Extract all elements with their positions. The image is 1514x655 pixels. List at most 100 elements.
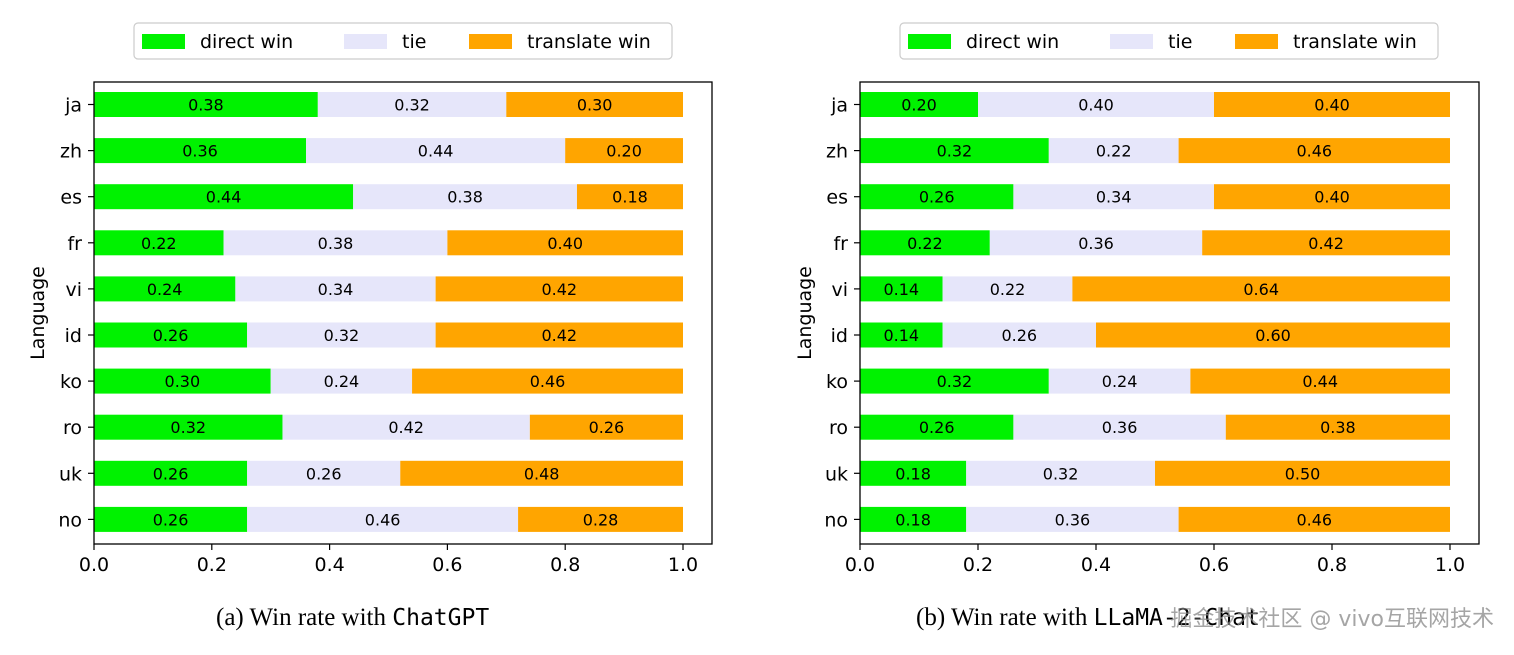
data-label-translate-uk: 0.50	[1285, 464, 1321, 483]
data-label-translate-uk: 0.48	[524, 464, 560, 483]
bar-translate-no	[518, 506, 683, 532]
data-label-tie-es: 0.38	[447, 188, 483, 207]
data-label-direct-vi: 0.14	[883, 280, 919, 299]
legend-label-translate: translate win	[527, 31, 651, 53]
bar-direct-id	[860, 322, 943, 348]
data-label-translate-id: 0.60	[1255, 326, 1291, 345]
data-label-tie-uk: 0.32	[1043, 464, 1079, 483]
data-label-direct-ko: 0.32	[937, 372, 973, 391]
data-label-translate-fr: 0.42	[1308, 234, 1344, 253]
legend-swatch-direct	[908, 34, 951, 49]
bar-direct-uk	[94, 460, 248, 486]
data-label-translate-es: 0.40	[1314, 188, 1350, 207]
data-label-direct-ko: 0.30	[165, 372, 201, 391]
data-label-tie-id: 0.26	[1001, 326, 1037, 345]
data-label-tie-vi: 0.34	[318, 280, 354, 299]
data-label-tie-ro: 0.36	[1102, 418, 1138, 437]
bar-tie-no	[966, 506, 1179, 532]
bar-translate-es	[576, 184, 683, 210]
caption-b: (b) Win rate with LLaMA-2-Chat	[916, 604, 1260, 632]
data-label-translate-ro: 0.26	[589, 418, 625, 437]
data-label-translate-ko: 0.44	[1302, 372, 1338, 391]
data-label-translate-zh: 0.46	[1296, 142, 1332, 161]
data-label-translate-fr: 0.40	[547, 234, 583, 253]
x-tick-label-1: 0.2	[963, 554, 993, 576]
y-axis-label: Language	[794, 266, 816, 360]
bar-translate-id	[1096, 322, 1450, 348]
data-label-direct-no: 0.26	[153, 510, 189, 529]
data-label-translate-no: 0.28	[583, 510, 619, 529]
bar-direct-es	[860, 184, 1014, 210]
data-label-tie-no: 0.46	[365, 510, 401, 529]
bar-direct-ko	[94, 368, 271, 394]
data-label-translate-zh: 0.20	[606, 142, 642, 161]
bar-translate-no	[1178, 506, 1450, 532]
legend-label-direct: direct win	[200, 31, 293, 53]
data-label-translate-ko: 0.46	[530, 372, 566, 391]
x-tick-label-3: 0.6	[1199, 554, 1229, 576]
x-tick-label-3: 0.6	[432, 554, 462, 576]
bar-tie-fr	[989, 230, 1203, 256]
bar-direct-ja	[860, 92, 978, 117]
y-tick-label-ko: ko	[60, 371, 82, 393]
y-tick-label-id: id	[65, 325, 82, 347]
data-label-direct-es: 0.44	[206, 188, 242, 207]
bar-tie-zh	[306, 138, 566, 164]
data-label-direct-vi: 0.24	[147, 280, 183, 299]
x-tick-label-5: 1.0	[668, 554, 698, 576]
data-label-direct-uk: 0.26	[153, 464, 189, 483]
data-label-direct-ja: 0.20	[901, 96, 937, 115]
x-tick-label-2: 0.4	[1081, 554, 1111, 576]
axes-frame	[93, 81, 713, 545]
bar-translate-vi	[1072, 276, 1450, 302]
data-label-direct-es: 0.26	[919, 188, 955, 207]
data-label-translate-es: 0.18	[612, 188, 648, 207]
bar-direct-fr	[94, 230, 224, 256]
data-label-translate-no: 0.46	[1296, 510, 1332, 529]
y-tick-label-fr: fr	[833, 233, 848, 255]
legend: direct win tie translate win	[133, 22, 673, 60]
data-label-tie-fr: 0.36	[1078, 234, 1114, 253]
bar-translate-ko	[412, 368, 683, 394]
bar-translate-fr	[447, 230, 683, 256]
data-label-direct-uk: 0.18	[895, 464, 931, 483]
caption-a-prefix: (a) Win rate with	[216, 604, 393, 631]
y-tick-label-ro: ro	[829, 417, 848, 439]
x-tick-label-5: 1.0	[1435, 554, 1465, 576]
x-tick-label-4: 0.8	[550, 554, 580, 576]
bar-translate-ro	[529, 414, 683, 440]
data-label-tie-ko: 0.24	[324, 372, 360, 391]
bar-tie-uk	[966, 460, 1155, 486]
legend-label-tie: tie	[402, 31, 426, 53]
legend: direct win tie translate win	[899, 22, 1439, 60]
bar-translate-id	[435, 322, 683, 348]
bar-direct-zh	[860, 138, 1049, 164]
data-label-tie-uk: 0.26	[306, 464, 342, 483]
y-tick-label-es: es	[826, 187, 848, 209]
data-label-direct-zh: 0.32	[937, 142, 973, 161]
bar-tie-uk	[247, 460, 401, 486]
bar-tie-ko	[1048, 368, 1191, 394]
legend-label-translate: translate win	[1293, 31, 1417, 53]
y-tick-label-uk: uk	[59, 463, 82, 485]
data-label-tie-vi: 0.22	[990, 280, 1026, 299]
bar-tie-no	[247, 506, 519, 532]
y-tick-label-vi: vi	[831, 279, 848, 301]
data-label-translate-ja: 0.40	[1314, 96, 1350, 115]
legend-swatch-tie	[344, 34, 387, 49]
data-label-direct-id: 0.14	[883, 326, 919, 345]
bar-direct-no	[94, 506, 248, 532]
y-tick-label-ja: ja	[64, 95, 82, 117]
data-label-tie-id: 0.32	[324, 326, 360, 345]
bar-tie-es	[1013, 184, 1214, 210]
bar-tie-id	[942, 322, 1096, 348]
bar-direct-ro	[94, 414, 283, 440]
y-tick-label-uk: uk	[825, 463, 848, 485]
data-label-tie-fr: 0.38	[318, 234, 354, 253]
bar-translate-es	[1214, 184, 1450, 210]
bar-direct-zh	[94, 138, 307, 164]
bar-direct-vi	[94, 276, 236, 302]
x-tick-label-2: 0.4	[314, 554, 344, 576]
y-tick-label-ko: ko	[826, 371, 848, 393]
